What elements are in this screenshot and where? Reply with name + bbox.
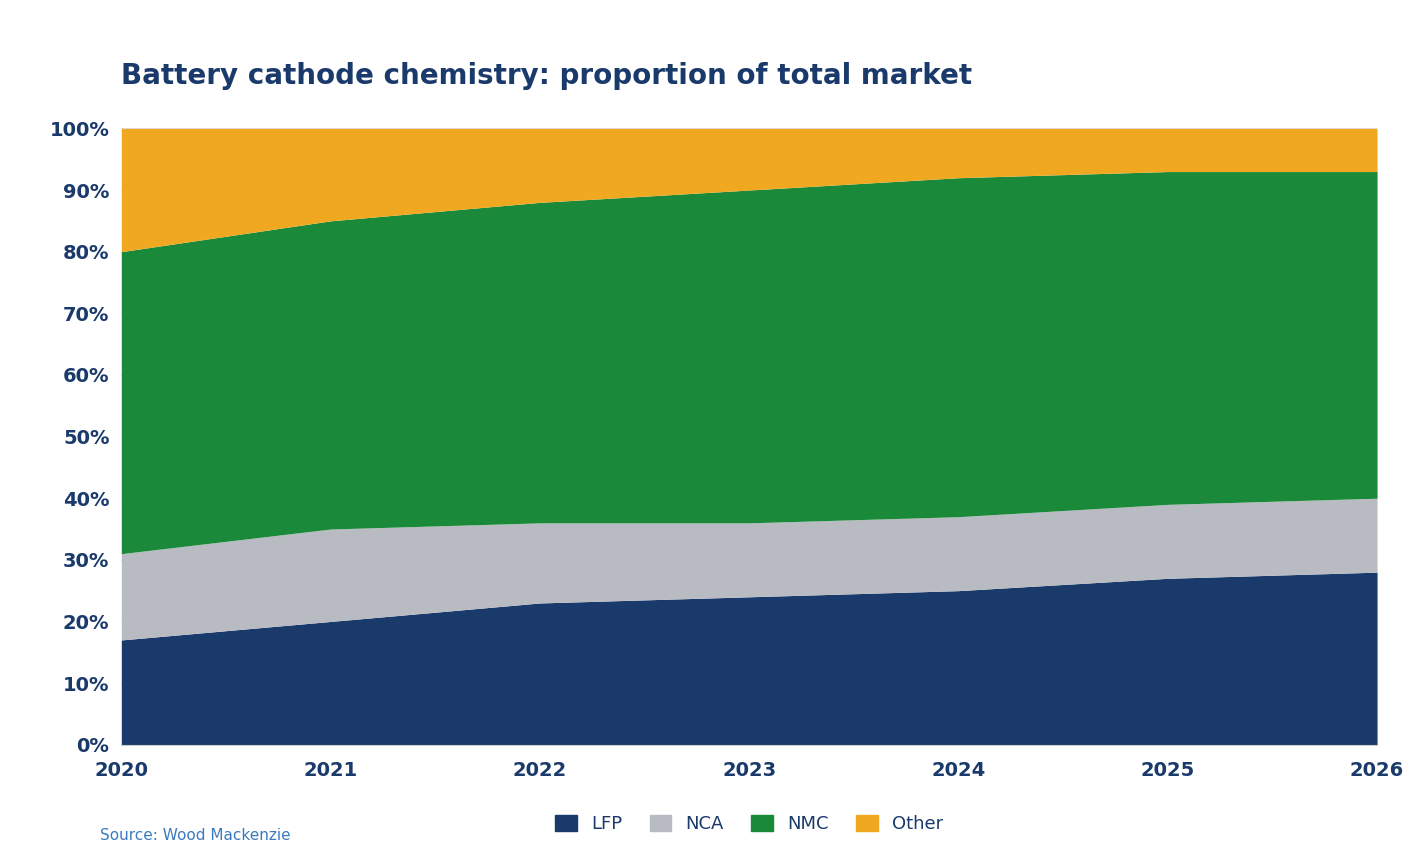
Legend: LFP, NCA, NMC, Other: LFP, NCA, NMC, Other <box>547 806 952 842</box>
Text: Battery cathode chemistry: proportion of total market: Battery cathode chemistry: proportion of… <box>121 62 972 90</box>
Text: Source: Wood Mackenzie: Source: Wood Mackenzie <box>100 828 291 843</box>
